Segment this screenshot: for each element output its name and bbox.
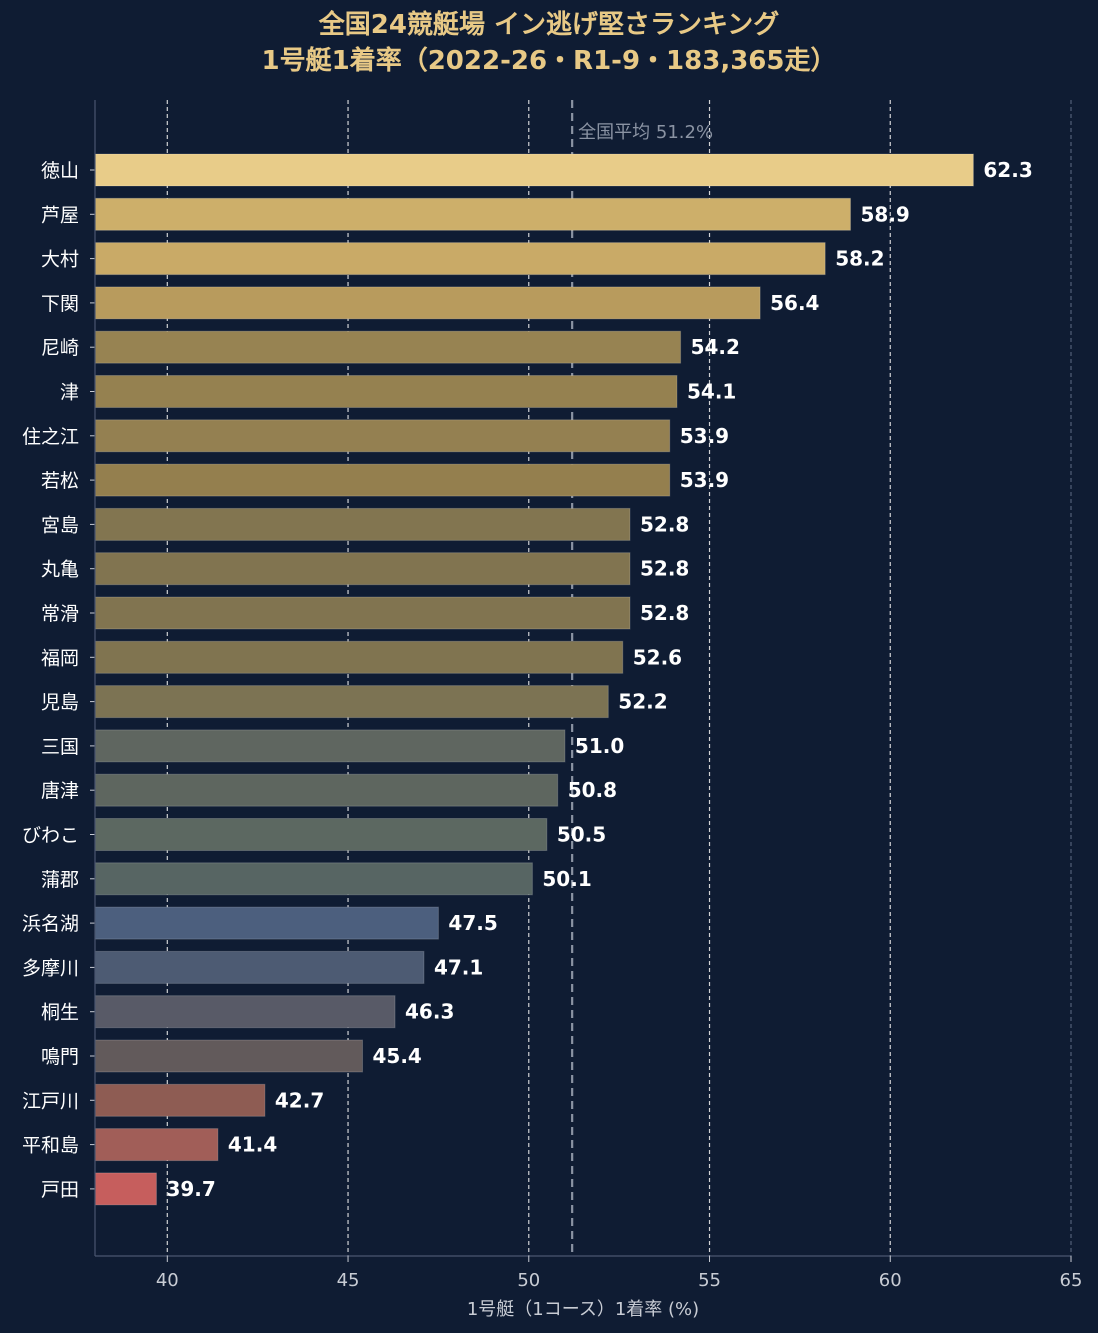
category-label-浜名湖: 浜名湖 xyxy=(22,913,79,935)
value-label-蒲郡: 50.1 xyxy=(542,867,591,891)
category-label-蒲郡: 蒲郡 xyxy=(41,869,79,891)
bar-津 xyxy=(94,375,678,408)
category-label-下関: 下関 xyxy=(41,293,79,315)
category-label-徳山: 徳山 xyxy=(41,160,79,182)
category-label-福岡: 福岡 xyxy=(41,647,79,669)
bars xyxy=(94,153,974,1206)
category-label-大村: 大村 xyxy=(41,249,79,271)
category-label-鳴門: 鳴門 xyxy=(41,1046,79,1068)
category-label-びわこ: びわこ xyxy=(22,825,79,847)
x-tick-label-50: 50 xyxy=(517,1270,540,1291)
category-label-若松: 若松 xyxy=(41,470,79,492)
bar-鳴門 xyxy=(94,1039,363,1073)
bar-芦屋 xyxy=(94,197,851,231)
category-label-宮島: 宮島 xyxy=(41,514,79,536)
bar-浜名湖 xyxy=(94,906,439,940)
value-label-尼崎: 54.2 xyxy=(691,335,740,359)
category-label-児島: 児島 xyxy=(41,692,79,714)
bar-桐生 xyxy=(94,995,396,1029)
x-axis-label: 1号艇（1コース）1着率 (%) xyxy=(467,1299,699,1320)
average-line-label: 全国平均 51.2% xyxy=(578,122,713,143)
category-label-丸亀: 丸亀 xyxy=(41,559,79,581)
category-label-戸田: 戸田 xyxy=(41,1179,79,1201)
bar-唐津 xyxy=(94,773,559,807)
bar-宮島 xyxy=(94,507,631,541)
bar-下関 xyxy=(94,286,761,320)
category-label-多摩川: 多摩川 xyxy=(22,957,79,979)
x-tick-label-45: 45 xyxy=(337,1270,360,1291)
bar-児島 xyxy=(94,685,609,719)
value-label-福岡: 52.6 xyxy=(633,645,682,669)
value-label-津: 54.1 xyxy=(687,380,736,404)
bar-三国 xyxy=(94,729,566,763)
value-label-下関: 56.4 xyxy=(770,291,819,315)
value-label-児島: 52.2 xyxy=(618,690,667,714)
bar-多摩川 xyxy=(94,950,425,984)
value-label-宮島: 52.8 xyxy=(640,512,689,536)
bar-江戸川 xyxy=(94,1083,266,1117)
value-label-江戸川: 42.7 xyxy=(275,1088,324,1112)
category-label-常滑: 常滑 xyxy=(41,603,79,625)
value-label-鳴門: 45.4 xyxy=(372,1044,421,1068)
bar-戸田 xyxy=(94,1172,157,1206)
bar-尼崎 xyxy=(94,330,682,364)
value-label-若松: 53.9 xyxy=(680,468,729,492)
bar-徳山 xyxy=(94,153,974,187)
value-label-唐津: 50.8 xyxy=(568,778,617,802)
category-label-三国: 三国 xyxy=(41,736,79,758)
labels: 62.3 徳山 58.9 芦屋 58.2 大村 56.4 下関 54.2 尼崎 54.1 津 53.9 住… xyxy=(22,122,1082,1320)
category-label-唐津: 唐津 xyxy=(41,780,79,802)
value-label-芦屋: 58.9 xyxy=(860,202,909,226)
value-label-常滑: 52.8 xyxy=(640,601,689,625)
value-label-三国: 51.0 xyxy=(575,734,624,758)
x-tick-label-40: 40 xyxy=(156,1270,179,1291)
category-label-芦屋: 芦屋 xyxy=(41,204,79,226)
category-label-津: 津 xyxy=(60,382,79,404)
bar-びわこ xyxy=(94,818,548,851)
chart-subtitle: 1号艇1着率（2022-26・R1-9・183,365走） xyxy=(261,46,837,76)
category-label-桐生: 桐生 xyxy=(41,1002,79,1024)
bar-住之江 xyxy=(94,419,671,453)
value-label-住之江: 53.9 xyxy=(680,424,729,448)
bar-平和島 xyxy=(94,1128,219,1162)
bar-丸亀 xyxy=(94,552,631,586)
bar-常滑 xyxy=(94,596,631,630)
bar-蒲郡 xyxy=(94,862,533,896)
axes xyxy=(90,100,1072,1262)
bar-福岡 xyxy=(94,640,624,674)
value-label-びわこ: 50.5 xyxy=(557,823,606,847)
category-label-尼崎: 尼崎 xyxy=(41,337,79,359)
value-label-大村: 58.2 xyxy=(835,247,884,271)
value-label-平和島: 41.4 xyxy=(228,1133,277,1157)
value-label-戸田: 39.7 xyxy=(166,1177,215,1201)
value-label-浜名湖: 47.5 xyxy=(448,911,497,935)
bar-大村 xyxy=(94,242,826,276)
category-label-江戸川: 江戸川 xyxy=(22,1090,79,1112)
category-label-住之江: 住之江 xyxy=(22,426,79,448)
value-label-丸亀: 52.8 xyxy=(640,557,689,581)
x-tick-label-55: 55 xyxy=(698,1270,721,1291)
x-tick-label-60: 60 xyxy=(879,1270,902,1291)
x-tick-label-65: 65 xyxy=(1060,1270,1083,1291)
category-label-平和島: 平和島 xyxy=(22,1135,79,1157)
value-label-桐生: 46.3 xyxy=(405,1000,454,1024)
chart-title: 全国24競艇場 イン逃げ堅さランキング xyxy=(318,10,780,40)
bar-若松 xyxy=(94,463,671,497)
value-label-多摩川: 47.1 xyxy=(434,955,483,979)
value-label-徳山: 62.3 xyxy=(983,158,1032,182)
